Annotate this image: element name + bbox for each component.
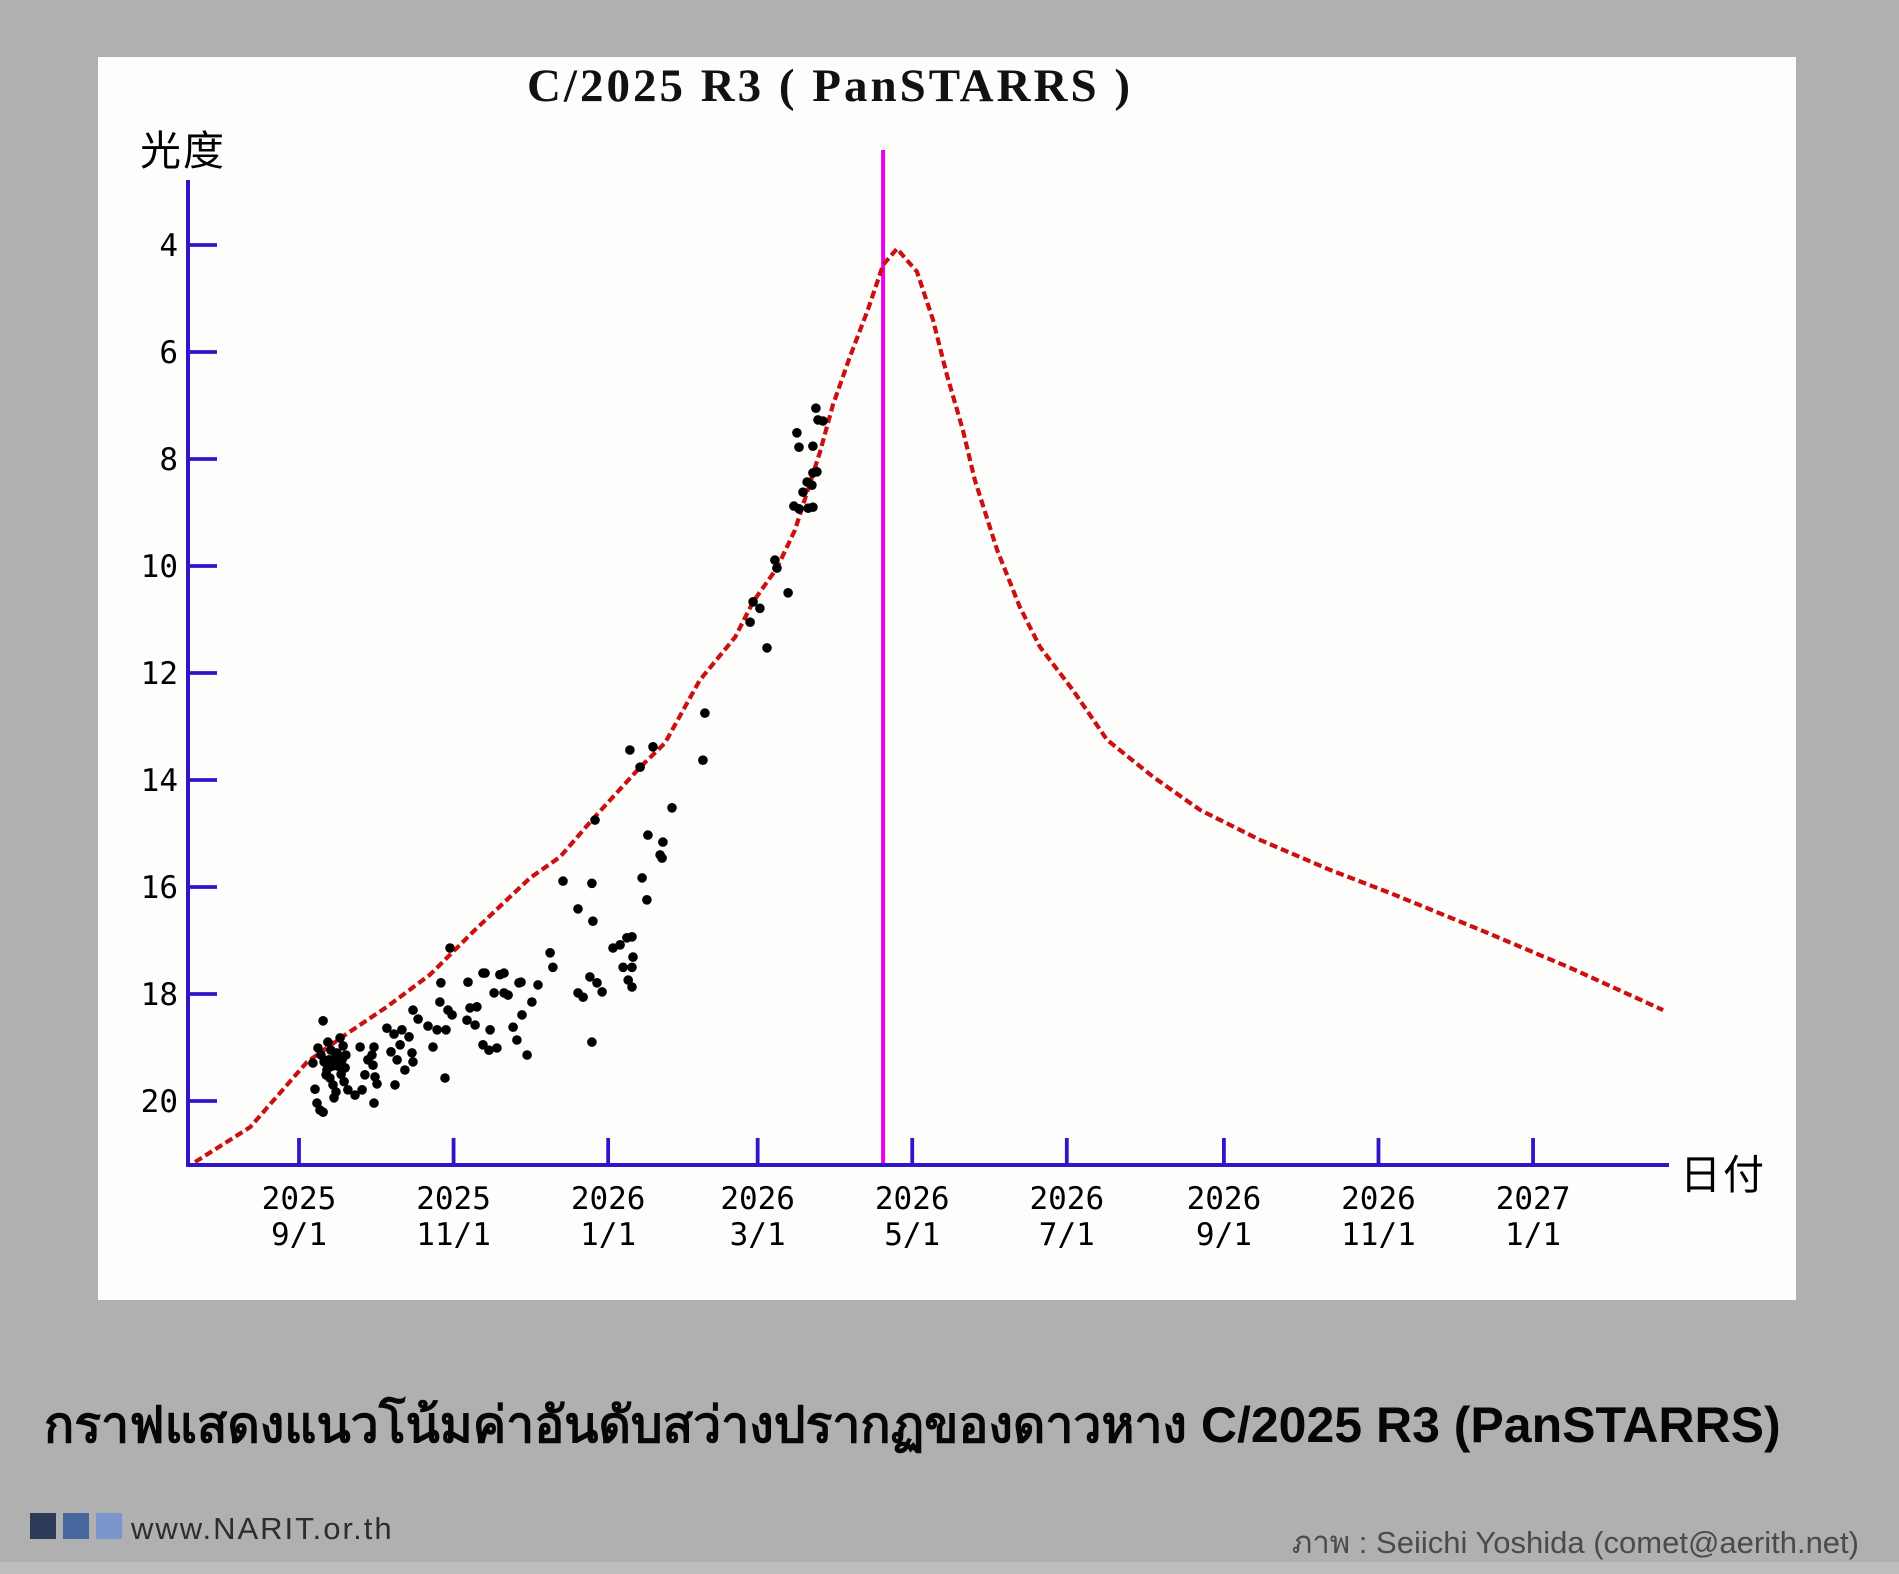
website-url: www.NARIT.or.th xyxy=(131,1511,394,1546)
svg-text:8: 8 xyxy=(159,442,178,478)
image-credit: ภาพ : Seiichi Yoshida (comet@aerith.net) xyxy=(1291,1525,1859,1560)
chart-panel: C/2025 R3 ( PanSTARRS ) 光度 日付 4 6 8 10 12 14 1… xyxy=(98,57,1796,1300)
svg-text:2025: 2025 xyxy=(416,1181,491,1217)
footer-bar: www.NARIT.or.th ภาพ : Seiichi Yoshida (c… xyxy=(0,1505,1899,1560)
narit-logo-icon xyxy=(30,1513,122,1539)
svg-text:3/1: 3/1 xyxy=(730,1217,786,1253)
svg-text:2026: 2026 xyxy=(875,1181,950,1217)
svg-text:2027: 2027 xyxy=(1496,1181,1571,1217)
svg-text:2026: 2026 xyxy=(1187,1181,1262,1217)
svg-text:14: 14 xyxy=(141,763,178,799)
logo-square-1 xyxy=(30,1513,56,1539)
svg-text:18: 18 xyxy=(141,977,178,1013)
svg-text:2025: 2025 xyxy=(262,1181,337,1217)
x-axis-label: 日付 xyxy=(1680,1151,1766,1199)
svg-text:1/1: 1/1 xyxy=(1505,1217,1561,1253)
bottom-strip xyxy=(0,1562,1899,1574)
svg-text:7/1: 7/1 xyxy=(1039,1217,1095,1253)
svg-text:10: 10 xyxy=(141,549,178,585)
svg-text:5/1: 5/1 xyxy=(884,1217,940,1253)
caption-text: กราฟแสดงแนวโน้มค่าอันดับสว่างปรากฏของดาว… xyxy=(44,1397,1781,1453)
logo-square-3 xyxy=(96,1513,122,1539)
svg-text:9/1: 9/1 xyxy=(271,1217,327,1253)
light-curve-plot: 46810121416182020259/1202511/120261/1202… xyxy=(141,150,1669,1253)
logo-square-2 xyxy=(63,1513,89,1539)
svg-text:11/1: 11/1 xyxy=(416,1217,491,1253)
svg-text:16: 16 xyxy=(141,870,178,906)
y-axis-label: 光度 xyxy=(140,127,226,175)
svg-text:4: 4 xyxy=(159,228,178,264)
svg-text:2026: 2026 xyxy=(1341,1181,1416,1217)
svg-text:1/1: 1/1 xyxy=(580,1217,636,1253)
svg-text:6: 6 xyxy=(159,335,178,371)
svg-text:9/1: 9/1 xyxy=(1196,1217,1252,1253)
svg-text:11/1: 11/1 xyxy=(1341,1217,1416,1253)
svg-text:20: 20 xyxy=(141,1084,178,1120)
chart-title: C/2025 R3 ( PanSTARRS ) xyxy=(526,60,1134,112)
svg-text:2026: 2026 xyxy=(571,1181,646,1217)
svg-text:2026: 2026 xyxy=(1029,1181,1104,1217)
svg-text:2026: 2026 xyxy=(720,1181,795,1217)
svg-text:12: 12 xyxy=(141,656,178,692)
